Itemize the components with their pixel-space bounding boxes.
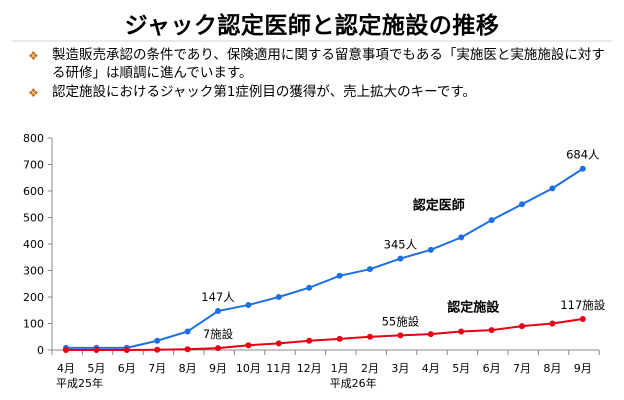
data-point [458, 234, 465, 241]
data-label: 684人 [566, 148, 600, 162]
data-point [397, 255, 404, 262]
y-tick-label: 300 [23, 265, 44, 278]
slide-title: ジャック認定医師と認定施設の推移 [124, 13, 500, 39]
data-point [154, 337, 161, 344]
data-point [427, 246, 434, 253]
x-tick-label: 9月 [574, 362, 592, 375]
data-label: 7施設 [203, 327, 234, 341]
title-divider [12, 40, 612, 42]
data-point [93, 347, 100, 353]
data-point [306, 337, 313, 344]
x-tick-label: 4月 [422, 362, 440, 375]
y-tick-label: 100 [23, 318, 44, 331]
data-point [549, 320, 556, 327]
data-point [488, 217, 495, 224]
diamond-bullet-icon: ❖ [28, 86, 39, 100]
data-point [215, 308, 221, 315]
data-point [184, 328, 191, 335]
x-tick-label: 1月 [331, 362, 349, 375]
data-point [519, 323, 525, 330]
series-label: 認定施設 [447, 300, 500, 316]
series-line [66, 318, 583, 351]
data-point [579, 315, 586, 322]
data-point [275, 340, 282, 347]
x-tick-label: 8月 [543, 362, 561, 375]
data-point [63, 347, 69, 353]
data-point [184, 346, 191, 353]
data-point [519, 201, 525, 208]
x-tick-label: 7月 [148, 362, 166, 375]
x-era-label: 平成26年 [330, 376, 377, 390]
data-point [275, 294, 282, 300]
data-point [397, 332, 404, 339]
y-tick-label: 0 [37, 344, 44, 357]
diamond-bullet-icon: ❖ [28, 49, 39, 63]
x-tick-label: 3月 [391, 362, 409, 375]
data-point [367, 266, 373, 273]
data-label: 55施設 [382, 314, 420, 328]
data-point [367, 333, 373, 340]
x-tick-label: 4月 [57, 362, 75, 375]
bullet-item: ❖ 製造販売承認の条件であり、保険適用に関する留意事項でもある「実施医と実施施設… [28, 46, 618, 82]
x-tick-label: 2月 [361, 362, 379, 375]
data-point [215, 345, 221, 352]
x-tick-label: 11月 [266, 362, 291, 375]
data-point [336, 272, 343, 279]
y-tick-label: 500 [23, 212, 44, 225]
bullet-text: 認定施設におけるジャック第1症例目の獲得が、売上拡大のキーです。 [52, 84, 476, 100]
x-tick-label: 6月 [118, 362, 136, 375]
data-point [549, 185, 556, 192]
data-point [306, 284, 313, 291]
x-tick-label: 6月 [483, 362, 501, 375]
data-point [579, 165, 586, 172]
x-tick-label: 10月 [236, 362, 261, 375]
bullet-list: ❖ 製造販売承認の条件であり、保険適用に関する留意事項でもある「実施医と実施施設… [28, 46, 618, 101]
y-tick-label: 800 [23, 132, 44, 145]
series-label: 認定医師 [413, 198, 465, 214]
x-tick-label: 7月 [513, 362, 531, 375]
x-tick-label: 9月 [209, 362, 227, 375]
bullet-text: 製造販売承認の条件であり、保険適用に関する留意事項でもある「実施医と実施施設に対… [52, 47, 605, 81]
data-point [245, 301, 252, 308]
x-tick-label: 8月 [179, 362, 197, 375]
x-tick-label: 5月 [452, 362, 470, 375]
y-tick-label: 600 [23, 185, 44, 198]
y-tick-label: 200 [23, 291, 44, 304]
data-label: 117施設 [560, 298, 605, 312]
data-point [336, 335, 343, 342]
y-tick-label: 400 [23, 238, 44, 251]
x-tick-label: 5月 [87, 362, 105, 375]
data-point [123, 347, 130, 353]
data-point [458, 328, 465, 335]
y-tick-label: 700 [23, 159, 44, 172]
series-line [66, 167, 584, 349]
data-point [245, 342, 252, 349]
x-era-label: 平成25年 [56, 376, 103, 390]
data-point [427, 331, 434, 338]
bullet-item: ❖ 認定施設におけるジャック第1症例目の獲得が、売上拡大のキーです。 [28, 83, 618, 101]
data-label: 345人 [384, 238, 418, 252]
data-point [154, 346, 161, 353]
x-tick-label: 12月 [297, 362, 322, 375]
data-label: 147人 [201, 290, 235, 304]
data-point [488, 327, 495, 334]
